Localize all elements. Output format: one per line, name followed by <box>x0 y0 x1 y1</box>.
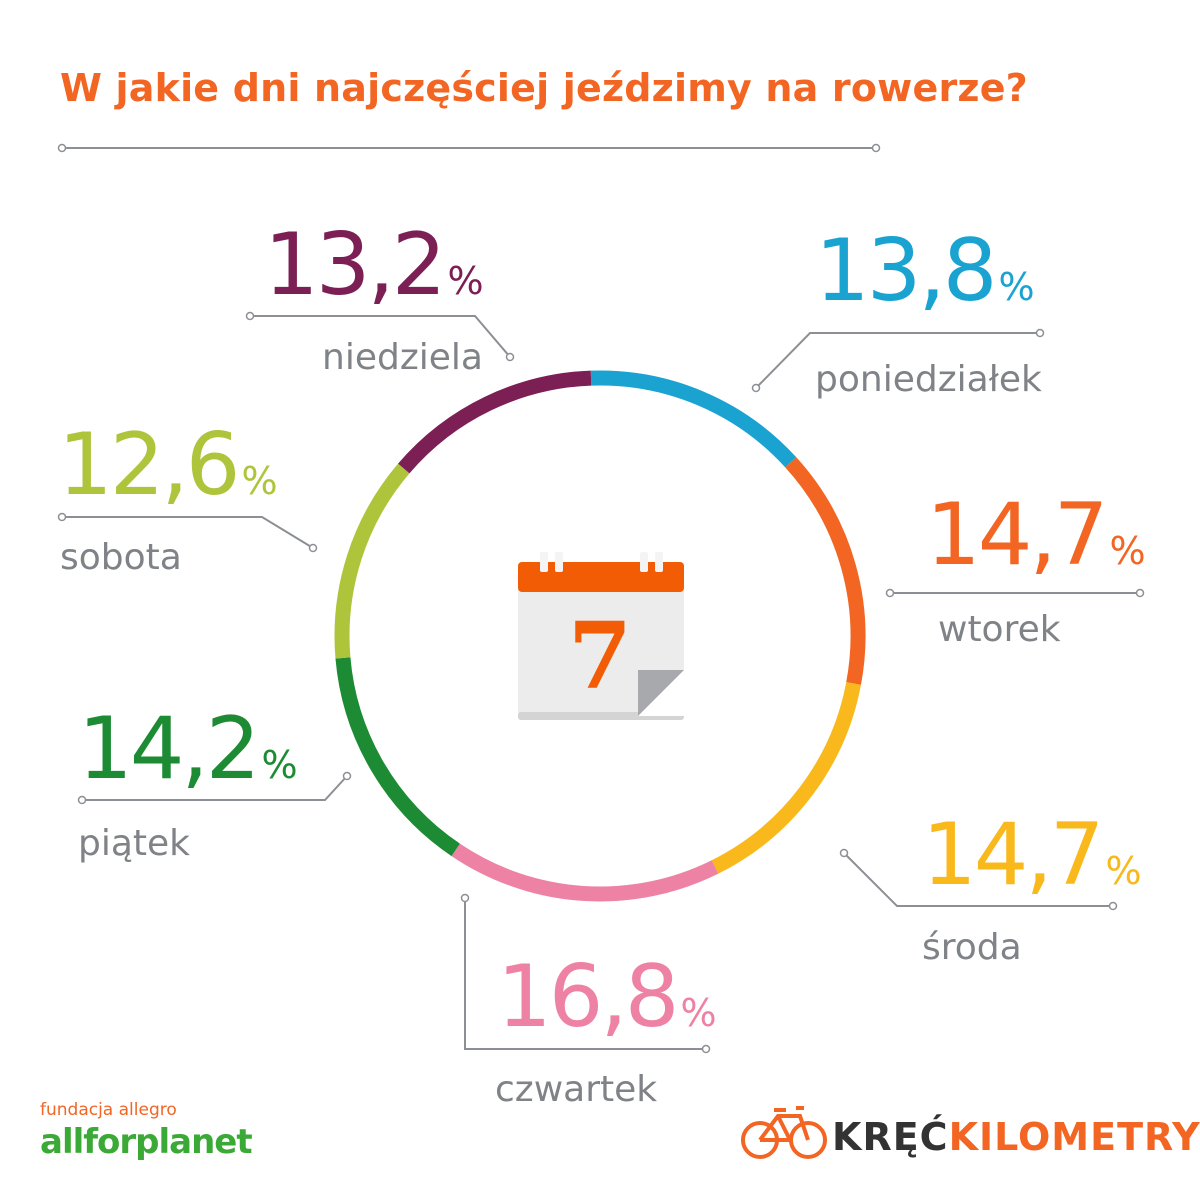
day-label-czwartek: czwartek <box>495 1069 658 1110</box>
connector-dot <box>505 352 515 362</box>
day-label-niedziela: niedziela <box>322 337 483 378</box>
connector-dot <box>460 893 470 903</box>
connector-line-4 <box>82 775 348 801</box>
label-connectors <box>57 311 1145 1054</box>
connector-dot <box>77 795 87 805</box>
value-label-wtorek: 14,7% <box>926 485 1146 585</box>
allforplanet-logo-small-text: fundacja allegro <box>40 1100 177 1120</box>
donut-slice-1 <box>785 457 866 685</box>
day-label-piatek: piątek <box>78 823 191 864</box>
connector-line-6 <box>250 315 511 358</box>
day-label-poniedzialek: poniedziałek <box>815 359 1042 400</box>
calendar-day-number: 7 <box>568 602 632 710</box>
allforplanet-logo: fundacja allegro allforplanet <box>40 1100 253 1162</box>
donut-slice-3 <box>451 843 719 902</box>
connector-dot <box>751 383 761 393</box>
page-title: W jakie dni najczęściej jeździmy na rowe… <box>60 66 1028 110</box>
connector-dot <box>1108 901 1118 911</box>
connector-dot <box>839 848 849 858</box>
donut-slice-4 <box>335 657 460 857</box>
connector-dot <box>885 588 895 598</box>
day-label-sroda: środa <box>922 927 1022 968</box>
donut-slice-2 <box>711 682 861 874</box>
connector-line-0 <box>755 332 1040 389</box>
connector-dot <box>701 1044 711 1054</box>
connector-dot <box>342 771 352 781</box>
donut-slice-6 <box>398 370 592 474</box>
connector-line-5 <box>62 516 314 549</box>
value-label-sobota: 12,6% <box>58 415 278 515</box>
connector-line-2 <box>843 852 1113 907</box>
krec-kilometry-logo: KRĘĆ KILOMETRY <box>740 1112 1200 1162</box>
donut-ring <box>334 370 866 902</box>
connector-dot <box>57 512 67 522</box>
day-label-wtorek: wtorek <box>938 609 1061 650</box>
day-label-sobota: sobota <box>60 537 182 578</box>
connector-dot <box>245 311 255 321</box>
value-label-piatek: 14,2% <box>78 699 298 799</box>
krec-kilometry-logo-word1: KRĘĆ <box>832 1115 949 1159</box>
connector-dot <box>308 543 318 553</box>
value-label-czwartek: 16,8% <box>497 947 717 1047</box>
value-label-niedziela: 13,2% <box>264 215 484 315</box>
donut-slice-5 <box>334 463 410 659</box>
krec-kilometry-logo-word2: KILOMETRY <box>948 1115 1200 1159</box>
donut-slice-0 <box>590 370 797 468</box>
allforplanet-logo-text: allforplanet <box>40 1122 253 1162</box>
value-label-sroda: 14,7% <box>922 805 1142 905</box>
title-divider <box>57 143 881 153</box>
value-label-poniedzialek: 13,8% <box>815 221 1035 321</box>
bicycle-icon <box>741 1106 827 1159</box>
connector-line-3 <box>464 898 706 1050</box>
connector-dot <box>1035 328 1045 338</box>
connector-dot <box>1135 588 1145 598</box>
calendar-icon: 7 <box>518 552 684 720</box>
